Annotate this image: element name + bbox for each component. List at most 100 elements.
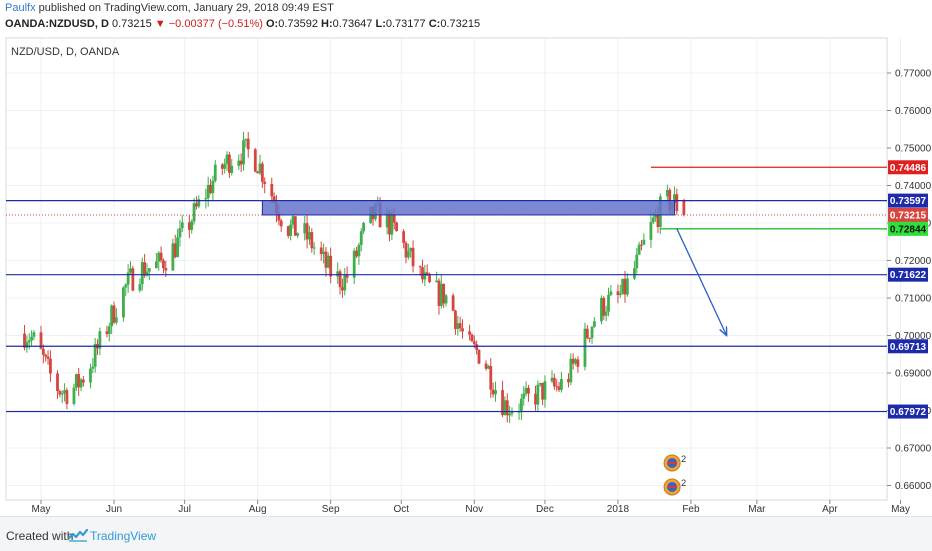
candle-up (72, 387, 76, 404)
candle-down (324, 251, 328, 268)
high-value: 0.73647 (332, 18, 373, 30)
candle-up (138, 284, 142, 291)
drawings-group (6, 166, 887, 413)
candle-up (435, 280, 439, 283)
candle-down (195, 203, 198, 207)
candle-up (154, 261, 158, 269)
candle-down (527, 387, 530, 394)
candle-up (145, 271, 149, 276)
price-axis-label: 0.66000 (895, 481, 932, 492)
candle-down (49, 358, 52, 374)
candle-down (588, 338, 592, 340)
candle-up (303, 223, 307, 234)
candle-up (642, 239, 646, 245)
price-change: ▼ −0.00377 (−0.51%) (154, 18, 263, 30)
event-flags[interactable]: 22 (663, 454, 686, 496)
price-axis-label: 0.71000 (895, 294, 932, 305)
candle-down (602, 297, 606, 316)
candle-up (178, 228, 182, 238)
candle-down (105, 331, 109, 335)
time-axis-label: Oct (394, 504, 410, 515)
candle-down (557, 386, 561, 390)
author-link[interactable]: Paulfx (5, 2, 36, 14)
event-flag-count: 2 (681, 454, 686, 464)
candle-down (293, 216, 297, 236)
candle-down (458, 323, 462, 329)
candle-down (616, 291, 620, 295)
candle-up (213, 164, 217, 181)
candle-up (322, 251, 325, 255)
candle-down (270, 183, 274, 197)
candle-down (112, 305, 116, 323)
time-axis-label: Mar (748, 504, 766, 515)
ohlc-line: OANDA:NZDUSD, D 0.73215 ▼ −0.00377 (−0.5… (5, 18, 480, 30)
candle-down (159, 252, 163, 261)
candle-down (239, 160, 243, 165)
price-axis-label: 0.69000 (895, 369, 932, 380)
candle-up (439, 283, 443, 306)
candle-up (157, 252, 161, 262)
candle-up (25, 342, 29, 348)
candle-up (665, 190, 669, 197)
candle-down (162, 260, 165, 269)
candle-down (310, 232, 314, 249)
candle-up (583, 328, 587, 367)
footer-bar: Created with TradingView (0, 516, 932, 551)
candle-up (206, 184, 210, 199)
candle-up (114, 317, 118, 323)
close-label: C: (428, 18, 441, 30)
candle-down (437, 280, 441, 306)
time-axis-label: Apr (822, 504, 838, 515)
candlestick-chart[interactable]: 0.770000.760000.750000.740000.730000.720… (0, 0, 932, 516)
price-label-badge (888, 160, 928, 175)
candle-up (79, 379, 83, 388)
price-axis[interactable]: 0.770000.760000.750000.740000.730000.720… (887, 69, 932, 493)
price-label-badge (888, 193, 928, 208)
candle-down (682, 200, 686, 215)
candle-up (230, 165, 234, 173)
candle-up (625, 278, 629, 295)
time-axis-label: Aug (249, 504, 267, 515)
plot-area-border (5, 37, 888, 501)
candle-down (277, 213, 281, 221)
candle-up (635, 254, 639, 269)
price-label-text: 0.72844 (890, 224, 927, 235)
price-axis-label: 0.76000 (895, 106, 932, 117)
candle-up (93, 343, 97, 367)
candle-up (590, 326, 594, 339)
candle-up (409, 247, 413, 252)
time-axis-label: Jun (106, 504, 122, 515)
candle-down (425, 272, 429, 275)
candle-up (618, 293, 622, 295)
candle-up (126, 272, 130, 285)
price-label-text: 0.67972 (890, 407, 927, 418)
candle-down (472, 341, 476, 345)
candle-down (501, 390, 504, 416)
candle-down (392, 214, 396, 223)
candle-up (237, 160, 241, 166)
candle-up (30, 336, 33, 341)
candle-up (607, 294, 610, 312)
candle-up (192, 203, 196, 222)
candle-down (442, 283, 446, 304)
candle-down (484, 363, 488, 369)
time-axis[interactable]: May Jun Jul Aug Sep Oct Nov Dec 2018 Feb Mar Apr May (32, 500, 910, 515)
tradingview-logo-icon[interactable] (68, 528, 88, 542)
candle-up (223, 163, 227, 169)
candle-up (536, 384, 540, 405)
candle-up (633, 268, 636, 279)
candle-up (359, 231, 363, 245)
candle-up (522, 393, 526, 399)
candle-down (505, 400, 509, 416)
candle-down (279, 220, 283, 227)
open-value: 0.73592 (278, 18, 318, 30)
tradingview-brand-link[interactable]: TradingView (90, 529, 157, 543)
candle-down (209, 184, 212, 194)
price-label-badge (888, 339, 928, 354)
candle-down (56, 373, 59, 391)
candle-up (291, 216, 295, 225)
candle-down (585, 328, 589, 339)
candle-up (494, 390, 497, 395)
candle-down (567, 378, 570, 383)
candle-up (621, 278, 625, 294)
